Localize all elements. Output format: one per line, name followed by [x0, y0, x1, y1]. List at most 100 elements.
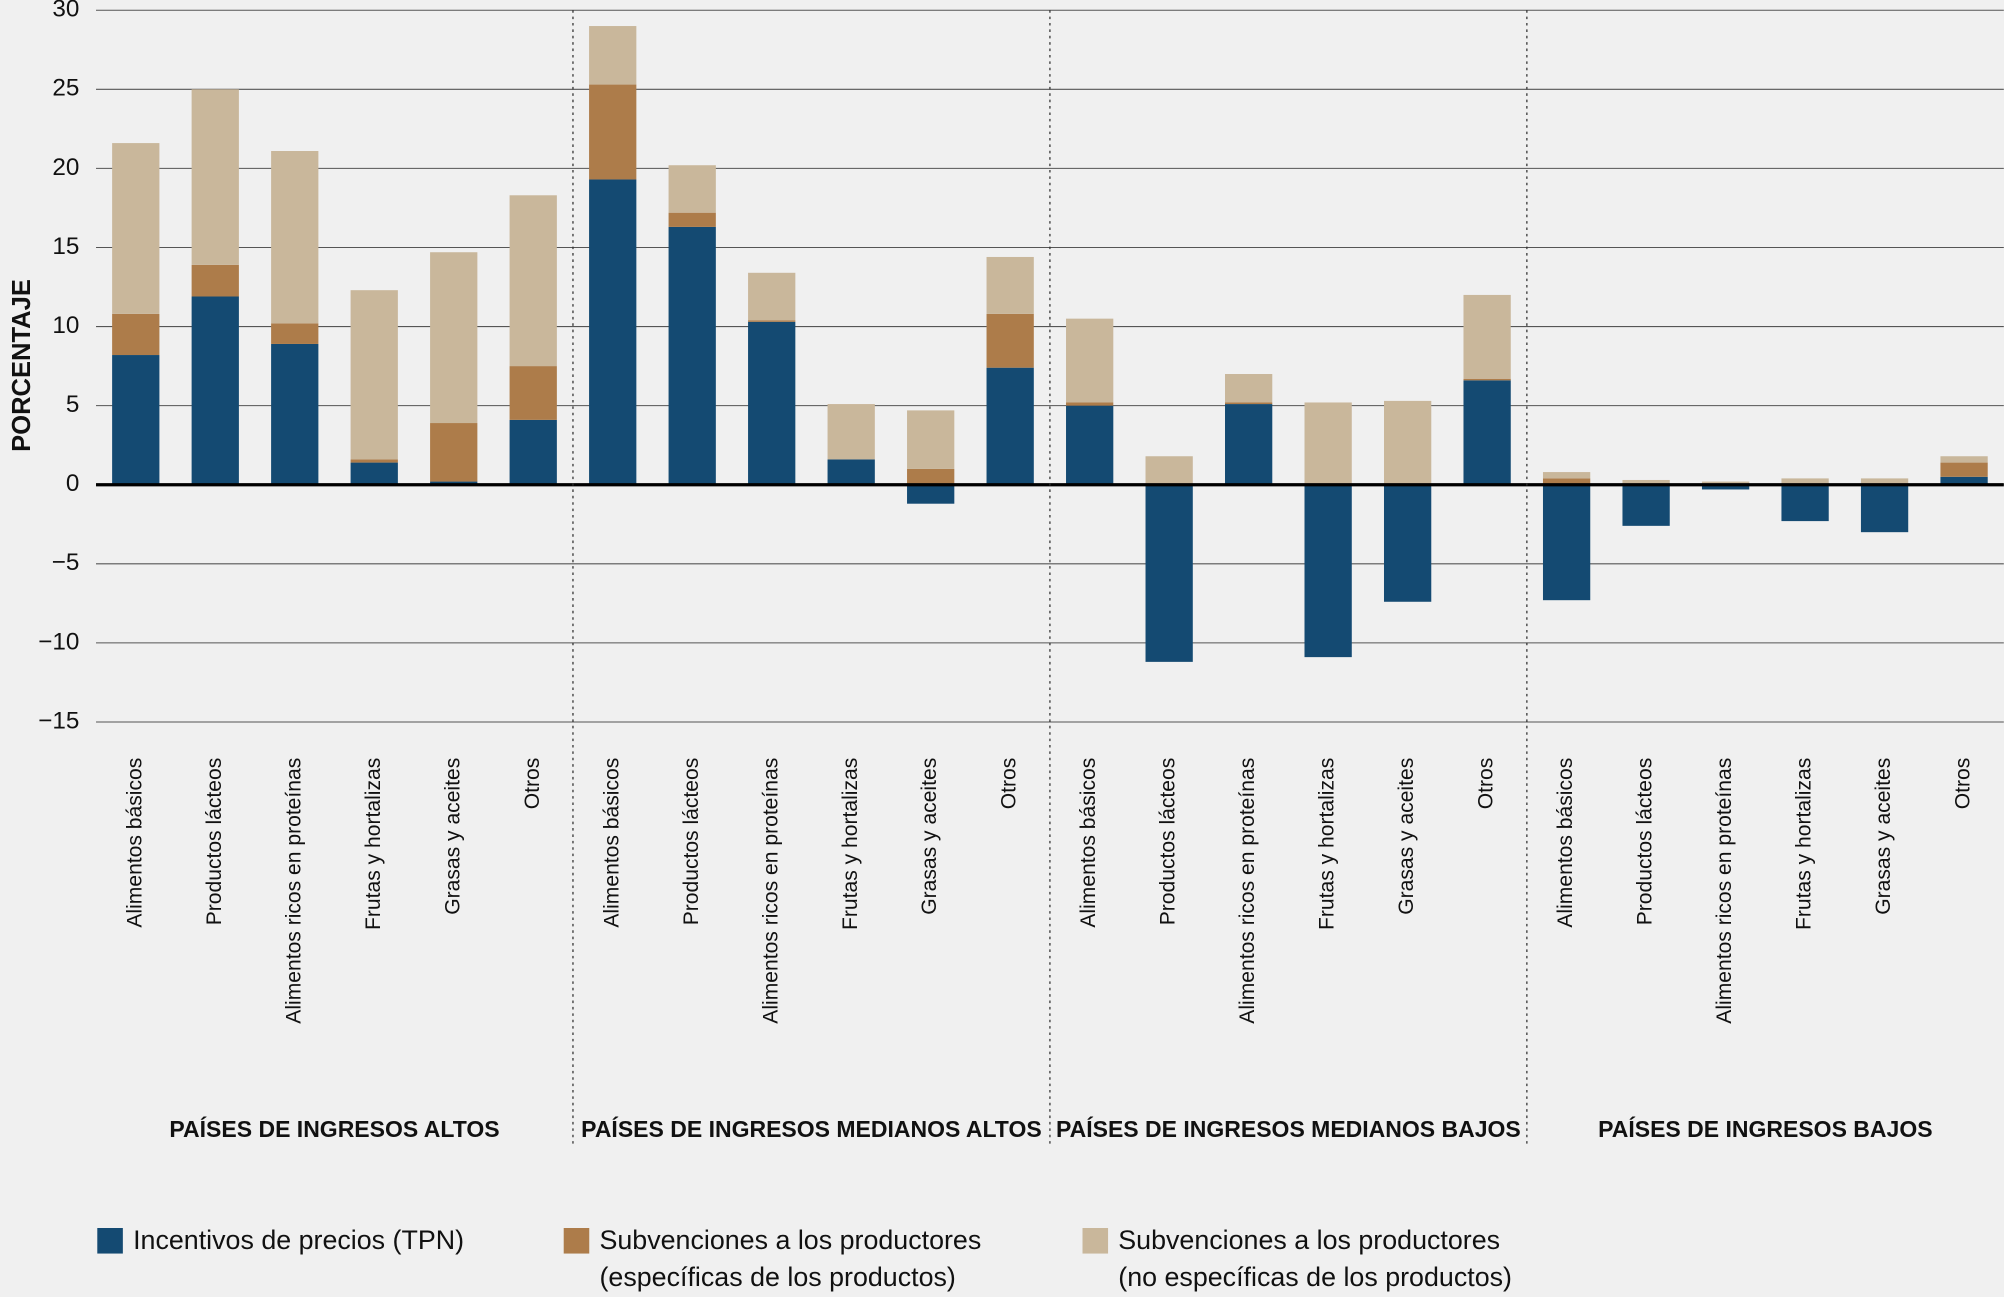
bar-segment: [1542, 484, 1591, 601]
bar-segment: [1781, 478, 1829, 485]
bar-segment: [271, 343, 319, 485]
bar-segment: [350, 459, 398, 463]
y-tick-label: 15: [52, 233, 79, 260]
bar-segment: [589, 179, 637, 485]
bar-segment: [1860, 478, 1909, 485]
bar-segment: [668, 212, 716, 227]
bar-segment: [191, 89, 239, 265]
legend-swatch: [563, 1227, 590, 1254]
bar-segment: [907, 410, 955, 469]
bar-segment: [430, 423, 478, 482]
bar-segment: [1622, 484, 1670, 526]
y-tick-label: −15: [38, 707, 79, 734]
bar-segment: [509, 366, 557, 420]
x-tick-label: Productos lácteos: [1634, 758, 1657, 926]
bar-segment: [1225, 374, 1273, 403]
bar-segment: [1542, 472, 1591, 479]
bar-segment: [1225, 402, 1273, 405]
y-axis-label: PORCENTAJE: [8, 279, 36, 452]
x-tick-label: Frutas y hortalizas: [362, 758, 385, 930]
bar-segment: [1225, 404, 1273, 485]
x-tick-label: Grasas y aceites: [1395, 758, 1418, 915]
legend-label: Subvenciones a los productores (no especí…: [1118, 1225, 1512, 1292]
x-tick-label: Alimentos básicos: [1554, 758, 1577, 928]
x-tick-label: Otros: [1475, 758, 1498, 810]
bar-segment: [986, 367, 1034, 485]
bar-segment: [1304, 484, 1352, 658]
bar-segment: [1066, 318, 1114, 403]
bar-segment: [1860, 484, 1909, 533]
x-tick-label: Otros: [521, 758, 544, 810]
bar-segment: [509, 419, 557, 485]
y-tick-label: 20: [52, 154, 79, 181]
bar-segment: [430, 252, 478, 424]
bar-segment: [907, 468, 955, 485]
x-tick-label: Alimentos ricos en proteínas: [1713, 758, 1736, 1024]
y-tick-label: −10: [38, 628, 79, 655]
x-tick-label: Otros: [1952, 758, 1975, 810]
legend-label: Incentivos de precios (TPN): [133, 1225, 464, 1255]
x-tick-label: Grasas y aceites: [441, 758, 464, 915]
legend-label: Subvenciones a los productores (específic…: [599, 1225, 981, 1292]
bar-segment: [350, 290, 398, 460]
bar-segment: [191, 296, 239, 485]
y-tick-label: 10: [52, 312, 79, 339]
x-tick-label: Alimentos básicos: [600, 758, 623, 928]
x-tick-label: Alimentos ricos en proteínas: [282, 758, 305, 1024]
bar-segment: [1781, 484, 1829, 522]
bar-segment: [668, 165, 716, 213]
x-tick-label: Frutas y hortalizas: [839, 758, 862, 930]
bar-segment: [112, 355, 160, 485]
y-tick-label: 5: [66, 391, 80, 418]
y-tick-label: −5: [52, 549, 80, 576]
bar-segment: [191, 264, 239, 297]
x-tick-label: Grasas y aceites: [918, 758, 941, 915]
x-tick-label: Productos lácteos: [203, 758, 226, 926]
x-tick-label: Productos lácteos: [680, 758, 703, 926]
group-label: PAÍSES DE INGRESOS MEDIANOS ALTOS: [581, 1115, 1042, 1142]
bar-segment: [986, 256, 1034, 314]
bar-segment: [1463, 294, 1511, 379]
legend-swatch: [97, 1227, 123, 1254]
x-tick-label: Alimentos ricos en proteínas: [759, 758, 782, 1024]
bar-segment: [1463, 378, 1511, 381]
bar-segment: [827, 404, 875, 460]
x-tick-label: Alimentos ricos en proteínas: [1236, 758, 1259, 1024]
legend-swatch: [1082, 1227, 1109, 1254]
x-tick-label: Alimentos básicos: [1077, 758, 1100, 928]
bar-segment: [1940, 476, 1988, 485]
bar-segment: [350, 462, 398, 485]
bar-segment: [1940, 456, 1988, 463]
bar-segment: [1066, 405, 1114, 485]
bar-segment: [827, 459, 875, 485]
bar-segment: [748, 320, 796, 322]
bar-segment: [1622, 479, 1670, 485]
bar-segment: [1701, 484, 1750, 490]
bar-segment: [907, 484, 955, 504]
bar-segment: [112, 143, 160, 314]
group-label: PAÍSES DE INGRESOS BAJOS: [1598, 1115, 1932, 1142]
bar-segment: [589, 26, 637, 85]
group-label: PAÍSES DE INGRESOS MEDIANOS BAJOS: [1056, 1115, 1521, 1142]
bar-segment: [1066, 402, 1114, 406]
bar-segment: [1145, 456, 1193, 485]
x-tick-label: Productos lácteos: [1157, 758, 1180, 926]
bar-segment: [112, 313, 160, 356]
bar-segment: [748, 272, 796, 321]
bar-segment: [271, 150, 319, 324]
bar-segment: [1463, 380, 1511, 485]
bar-segment: [748, 321, 796, 485]
bar-segment: [589, 84, 637, 180]
x-tick-label: Alimentos básicos: [123, 758, 146, 928]
y-tick-label: 25: [52, 75, 79, 102]
bar-segment: [509, 195, 557, 367]
bar-segment: [1542, 478, 1591, 485]
bar-segment: [1145, 484, 1193, 662]
bar-segment: [986, 313, 1034, 368]
y-tick-label: 30: [52, 0, 79, 23]
x-tick-label: Frutas y hortalizas: [1316, 758, 1339, 930]
x-tick-label: Otros: [998, 758, 1021, 810]
group-label: PAÍSES DE INGRESOS ALTOS: [169, 1115, 499, 1142]
